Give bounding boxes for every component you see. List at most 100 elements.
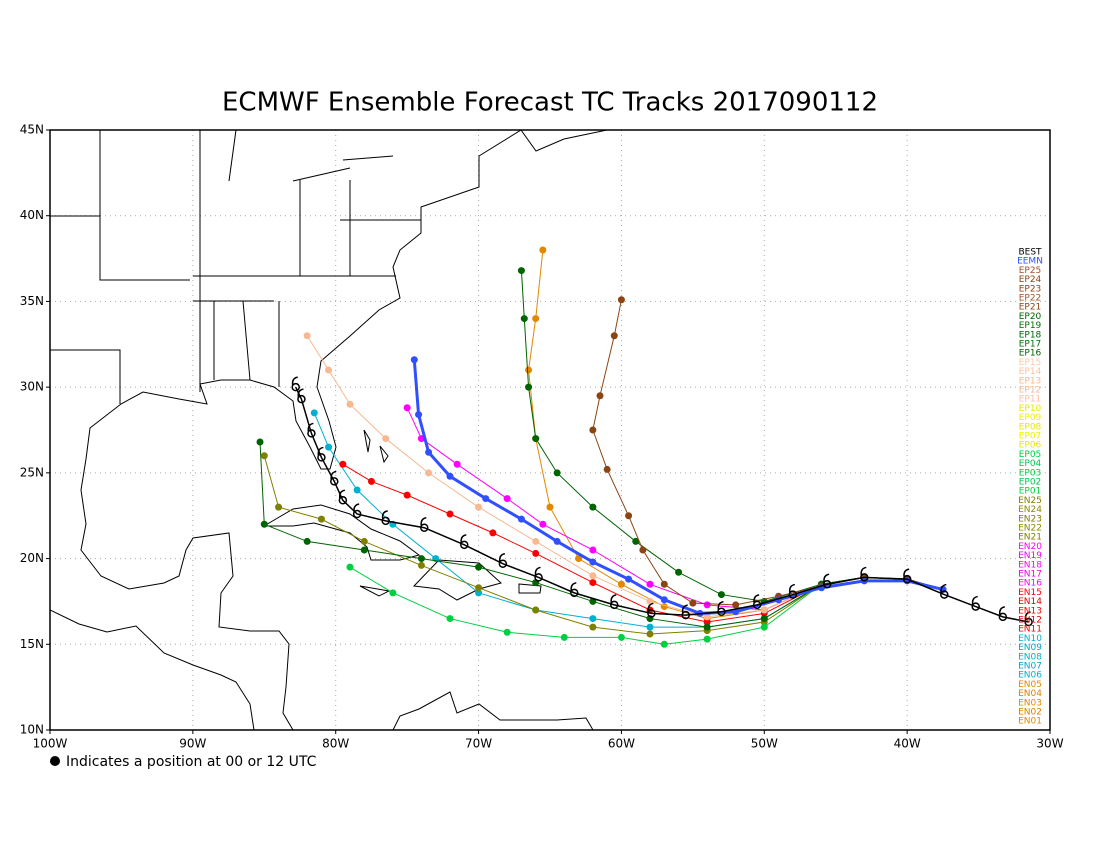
- track-point: [403, 491, 411, 499]
- track-point: [410, 356, 418, 364]
- axes: 100W 90W 80W 70W 60W 50W 40W 30W 10N 15N 20N 25N 30N…: [20, 123, 1064, 751]
- symbol-center: [902, 574, 912, 584]
- track-point: [603, 465, 611, 473]
- track-point: [703, 601, 711, 609]
- track-point: [325, 366, 333, 374]
- legend-entry: EP03: [1019, 468, 1042, 478]
- note-marker: [50, 756, 60, 766]
- legend-entry: EP14: [1019, 367, 1042, 377]
- track-point: [646, 580, 654, 588]
- symbol-center: [570, 588, 579, 598]
- track-point: [617, 296, 625, 304]
- legend-entry: EP21: [1019, 303, 1042, 313]
- x-tick-label: 100W: [33, 737, 68, 751]
- track-point: [389, 589, 397, 597]
- symbol-center: [940, 590, 949, 599]
- legend-entry: EN02: [1018, 708, 1042, 718]
- track-point: [532, 606, 540, 614]
- track-point: [532, 435, 540, 443]
- symbol-center: [998, 612, 1008, 622]
- hurricane-symbol: [338, 489, 348, 505]
- legend-entry: EN07: [1018, 662, 1042, 672]
- hurricane-symbol: [307, 422, 316, 438]
- track-point: [610, 332, 618, 340]
- symbol-center: [822, 580, 832, 589]
- track-point: [553, 537, 561, 545]
- coastlines: [50, 130, 608, 730]
- legend-entry: EN13: [1018, 606, 1042, 616]
- hurricane-symbol: [647, 602, 656, 618]
- hurricane-symbol: [788, 583, 798, 599]
- y-tick-label: 45N: [20, 123, 44, 137]
- symbol-arm: [788, 583, 796, 593]
- track-point: [303, 537, 311, 545]
- tracks: [256, 246, 1033, 648]
- track-point: [303, 332, 311, 340]
- legend-entry: EP15: [1019, 358, 1042, 368]
- legend: BESTEEMNEP25EP24EP23EP22EP21EP20EP19EP18…: [1017, 248, 1043, 727]
- x-tick-label: 90W: [179, 737, 206, 751]
- track-point: [482, 495, 490, 503]
- track-point: [660, 640, 668, 648]
- track-point: [346, 400, 354, 408]
- legend-entry: EP22: [1019, 294, 1042, 304]
- symbol-arm: [860, 566, 867, 576]
- y-tick-label: 40N: [20, 208, 44, 222]
- legend-entry: EN24: [1018, 505, 1042, 515]
- symbol-arm: [940, 583, 947, 593]
- legend-entry: EN10: [1018, 634, 1042, 644]
- symbol-arm: [998, 606, 1006, 615]
- track-point: [632, 537, 640, 545]
- symbol-center: [330, 477, 339, 486]
- hurricane-symbol: [822, 573, 832, 589]
- track-point: [553, 469, 561, 477]
- track-point: [589, 579, 597, 587]
- track-point: [256, 438, 264, 446]
- legend-entry: EN05: [1018, 680, 1042, 690]
- track-point: [625, 512, 633, 520]
- track-point: [446, 472, 454, 480]
- symbol-center: [971, 602, 980, 611]
- legend-entry: EN14: [1018, 597, 1042, 607]
- legend-entry: EN08: [1018, 652, 1042, 662]
- legend-entry: EN06: [1018, 671, 1042, 681]
- hurricane-symbol: [902, 568, 912, 584]
- hurricane-symbol: [752, 594, 762, 610]
- track-point: [760, 606, 768, 614]
- track-point: [475, 584, 483, 592]
- legend-entry: BEST: [1018, 248, 1042, 258]
- symbol-arm: [307, 422, 314, 432]
- hurricane-symbol: [352, 503, 362, 519]
- hurricane-symbol: [534, 566, 543, 582]
- hurricane-symbol: [330, 470, 339, 486]
- track-point: [339, 460, 347, 468]
- x-tick-label: 30W: [1036, 737, 1063, 751]
- track-point: [589, 558, 597, 566]
- symbol-center: [420, 523, 429, 532]
- symbol-center: [717, 607, 726, 616]
- legend-entry: EP07: [1019, 432, 1042, 442]
- track-point: [589, 503, 597, 511]
- track-point: [617, 580, 625, 588]
- legend-entry: EP01: [1019, 487, 1042, 497]
- symbol-arm: [381, 510, 388, 519]
- legend-entry: EN11: [1018, 625, 1042, 635]
- track-point: [446, 615, 454, 623]
- track-point: [360, 537, 368, 545]
- legend-entry: EP04: [1019, 459, 1042, 469]
- symbol-arm: [903, 568, 910, 578]
- track-point: [760, 623, 768, 631]
- hurricane-symbol: [971, 595, 980, 611]
- hurricane-symbol: [860, 566, 869, 582]
- symbol-arm: [823, 573, 830, 583]
- track-point: [503, 495, 511, 503]
- track-point: [660, 596, 668, 604]
- track-point: [417, 561, 425, 569]
- track-point: [689, 599, 697, 607]
- legend-entry: EN22: [1018, 524, 1042, 534]
- legend-entry: EN18: [1018, 560, 1042, 570]
- track-point: [703, 613, 711, 621]
- symbol-arm: [971, 595, 978, 605]
- hurricane-symbol: [291, 376, 300, 392]
